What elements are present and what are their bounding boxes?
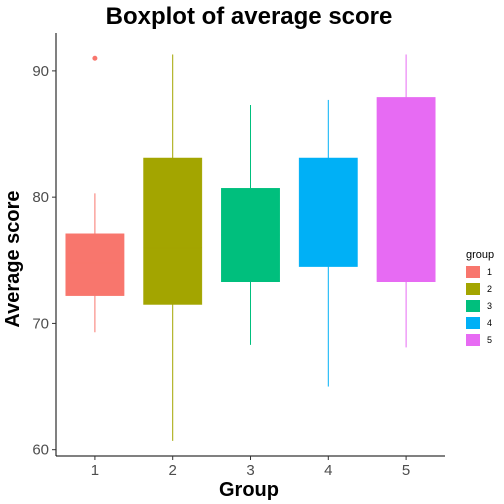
x-tick-label: 5 — [402, 462, 410, 479]
y-tick-label: 70 — [32, 315, 49, 332]
legend-key — [466, 300, 480, 312]
box-group-1 — [65, 55, 125, 333]
legend: group 1 2 3 4 5 — [466, 249, 494, 346]
box-group-2 — [143, 54, 203, 441]
box-group-4 — [298, 99, 358, 387]
x-tick-label: 2 — [169, 462, 177, 479]
legend-label: 4 — [487, 318, 492, 328]
legend-label: 5 — [487, 335, 492, 345]
y-axis-title: Average score — [2, 190, 24, 327]
x-tick-label: 1 — [91, 462, 99, 479]
legend-label: 3 — [487, 301, 492, 311]
box — [143, 157, 203, 305]
legend-key — [466, 283, 480, 295]
chart-title: Boxplot of average score — [106, 3, 393, 30]
legend-label: 1 — [487, 267, 492, 277]
y-tick-label: 60 — [32, 442, 49, 459]
legend-title: group — [466, 249, 494, 261]
x-axis-title: Group — [219, 479, 279, 501]
legend-label: 2 — [487, 284, 492, 294]
legend-key — [466, 317, 480, 329]
box — [65, 233, 125, 296]
legend-key — [466, 334, 480, 346]
box-group-5 — [376, 54, 436, 348]
box-group-3 — [221, 104, 280, 345]
box — [376, 97, 436, 282]
y-tick-label: 80 — [32, 189, 49, 206]
axes: 60 70 80 90 1 2 3 4 5 — [32, 33, 445, 479]
box — [298, 157, 358, 267]
y-tick-label: 90 — [32, 63, 49, 80]
x-tick-label: 3 — [246, 462, 254, 479]
x-tick-label: 4 — [324, 462, 332, 479]
box-marks — [65, 54, 436, 441]
legend-key — [466, 266, 480, 278]
outlier-point — [92, 55, 98, 61]
